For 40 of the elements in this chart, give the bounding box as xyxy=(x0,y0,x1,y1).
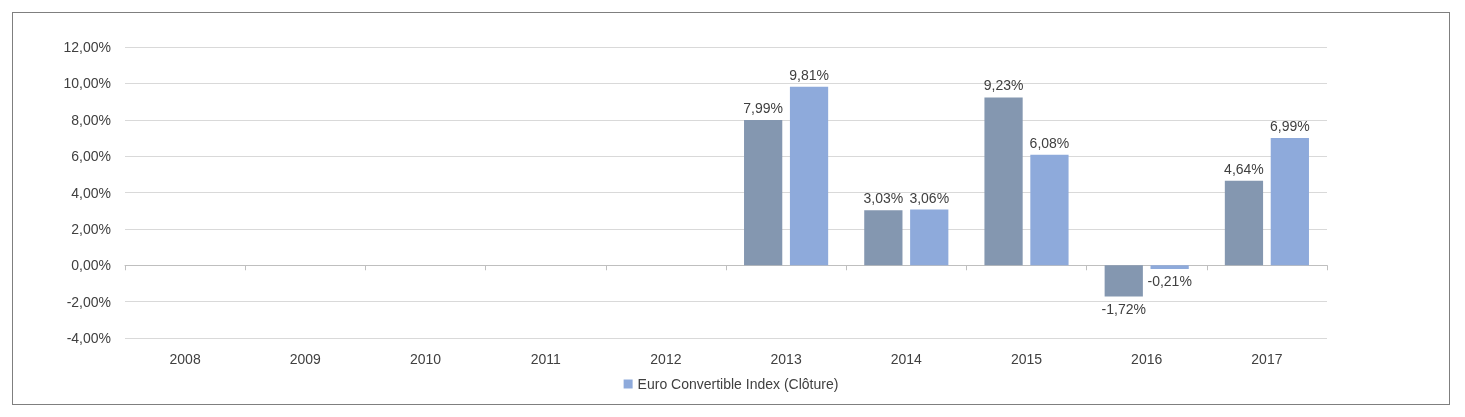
data-label: 9,81% xyxy=(789,66,829,83)
x-tick-label: 2012 xyxy=(650,351,682,367)
x-tick-label: 2009 xyxy=(289,351,322,367)
data-label: 7,99% xyxy=(743,99,783,116)
data-label: 3,06% xyxy=(909,189,950,206)
y-tick-label: -2,00% xyxy=(66,293,111,310)
y-tick-label: 8,00% xyxy=(71,111,111,128)
bar xyxy=(1104,265,1143,297)
bar xyxy=(864,210,903,266)
y-tick-label: 6,00% xyxy=(71,148,111,165)
x-tick-label: 2016 xyxy=(1131,351,1163,367)
data-label: -1,72% xyxy=(1101,300,1146,317)
x-tick-label: 2010 xyxy=(409,351,442,367)
data-label: 9,23% xyxy=(983,77,1024,94)
y-tick-label: 2,00% xyxy=(71,220,111,237)
bar xyxy=(1030,154,1069,266)
bar xyxy=(1150,265,1189,270)
data-label: -0,21% xyxy=(1147,273,1192,290)
y-tick-label: 4,00% xyxy=(71,184,111,201)
y-tick-label: -4,00% xyxy=(66,330,111,346)
bar xyxy=(789,86,829,266)
x-tick-label: 2017 xyxy=(1251,351,1283,367)
x-tick-label: 2013 xyxy=(770,351,802,367)
x-tick-label: 2014 xyxy=(890,351,923,367)
bar xyxy=(1224,180,1264,266)
y-tick-label: 10,00% xyxy=(63,75,111,92)
bar xyxy=(910,209,949,266)
bar xyxy=(744,119,783,266)
bar xyxy=(1270,138,1309,266)
x-tick-label: 2011 xyxy=(530,351,561,367)
data-label: 6,99% xyxy=(1270,118,1310,135)
x-tick-label: 2008 xyxy=(169,351,201,367)
x-tick-label: 2015 xyxy=(1010,351,1043,367)
bar xyxy=(984,97,1023,266)
data-label: 6,08% xyxy=(1029,134,1070,151)
legend-label: Euro Convertible Index (Clôture) xyxy=(637,376,839,392)
data-label: 4,64% xyxy=(1224,160,1264,177)
data-label: 3,03% xyxy=(863,190,904,207)
y-tick-label: 12,00% xyxy=(63,39,111,55)
y-tick-label: 0,00% xyxy=(71,257,111,274)
